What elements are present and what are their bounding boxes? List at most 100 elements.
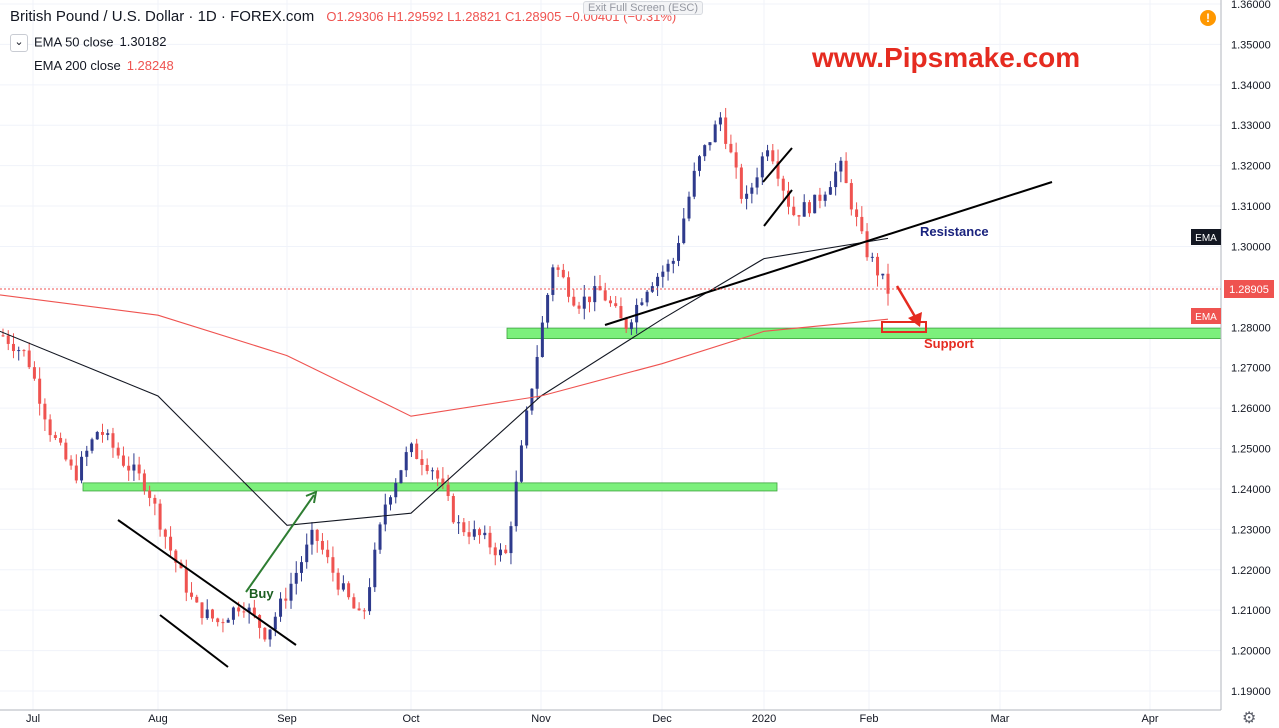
ema50-legend[interactable]: ⌄ EMA 50 close 1.30182 bbox=[10, 34, 167, 52]
ema200-value: 1.28248 bbox=[126, 58, 174, 73]
ema200-legend[interactable]: EMA 200 close 1.28248 bbox=[34, 58, 174, 73]
price-tick-label: 1.23000 bbox=[1231, 524, 1271, 536]
candle-body bbox=[116, 447, 120, 456]
candle-body bbox=[132, 464, 136, 471]
price-tick-label: 1.30000 bbox=[1231, 241, 1271, 253]
candle-body bbox=[881, 273, 885, 276]
price-tick-label: 1.35000 bbox=[1231, 39, 1271, 51]
candle-body bbox=[635, 304, 639, 323]
candle-body bbox=[729, 143, 733, 153]
time-tick-label: Mar bbox=[991, 713, 1010, 725]
candle-body bbox=[629, 322, 633, 330]
candle-body bbox=[561, 269, 565, 278]
candle-body bbox=[514, 481, 518, 527]
candle-body bbox=[404, 452, 408, 471]
price-tick-label: 1.20000 bbox=[1231, 646, 1271, 658]
candle-body bbox=[430, 470, 434, 472]
target-box bbox=[881, 321, 927, 333]
candle-body bbox=[294, 572, 298, 584]
candle-body bbox=[237, 607, 241, 612]
price-tick-label: 1.22000 bbox=[1231, 565, 1271, 577]
candle-body bbox=[535, 356, 539, 389]
trendline bbox=[159, 614, 229, 668]
candle-body bbox=[687, 196, 691, 219]
candle-body bbox=[457, 522, 461, 524]
price-tick-label: 1.32000 bbox=[1231, 161, 1271, 173]
candle-body bbox=[436, 470, 440, 479]
candle-body bbox=[362, 610, 366, 612]
candle-body bbox=[242, 611, 246, 613]
candle-body bbox=[624, 318, 628, 330]
candle-body bbox=[766, 150, 770, 157]
candle-body bbox=[451, 496, 455, 523]
candle-body bbox=[74, 465, 78, 481]
candle-body bbox=[870, 256, 874, 258]
candle-body bbox=[692, 170, 696, 197]
collapse-legend-icon[interactable]: ⌄ bbox=[10, 34, 28, 52]
candle-body bbox=[17, 350, 21, 352]
alert-icon[interactable]: ! bbox=[1200, 10, 1216, 26]
candle-body bbox=[813, 194, 817, 214]
candle-body bbox=[828, 187, 832, 195]
support-label: Support bbox=[924, 336, 974, 351]
candle-body bbox=[483, 532, 487, 536]
gear-icon[interactable]: ⚙ bbox=[1242, 710, 1257, 727]
candle-body bbox=[100, 431, 104, 435]
candle-body bbox=[64, 442, 68, 460]
candle-body bbox=[865, 231, 869, 258]
ema50-value: 1.30182 bbox=[119, 34, 167, 50]
time-tick-label: Nov bbox=[531, 713, 551, 725]
candle-body bbox=[614, 303, 618, 307]
target-arrow-line bbox=[895, 285, 919, 321]
candle-body bbox=[697, 156, 701, 171]
candle-body bbox=[844, 160, 848, 184]
candle-body bbox=[174, 550, 178, 563]
trendline bbox=[762, 147, 793, 183]
candle-body bbox=[603, 290, 607, 301]
time-tick-label: 2020 bbox=[752, 713, 776, 725]
price-tick-label: 1.28000 bbox=[1231, 322, 1271, 334]
candle-body bbox=[718, 117, 722, 125]
time-tick-label: Jul bbox=[26, 713, 40, 725]
trendline bbox=[117, 519, 297, 646]
price-tick-label: 1.24000 bbox=[1231, 484, 1271, 496]
candle-body bbox=[279, 598, 283, 617]
candle-body bbox=[739, 167, 743, 199]
candle-body bbox=[184, 568, 188, 593]
candle-body bbox=[876, 256, 880, 276]
candle-body bbox=[781, 178, 785, 191]
candle-body bbox=[530, 388, 534, 411]
candle-body bbox=[556, 267, 560, 270]
time-tick-label: Oct bbox=[402, 713, 419, 725]
candle-body bbox=[268, 629, 272, 640]
candle-body bbox=[493, 547, 497, 556]
candle-body bbox=[27, 350, 31, 368]
ema200-tag: EMA bbox=[1195, 312, 1217, 323]
candle-body bbox=[32, 367, 36, 379]
exit-fullscreen-button[interactable]: Exit Full Screen (ESC) bbox=[583, 1, 704, 15]
candle-body bbox=[441, 478, 445, 485]
candle-body bbox=[148, 490, 152, 498]
candle-body bbox=[656, 276, 660, 287]
ema50-tag: EMA bbox=[1195, 233, 1217, 244]
candle-body bbox=[389, 497, 393, 505]
candle-body bbox=[582, 296, 586, 309]
candle-body bbox=[446, 484, 450, 497]
candle-body bbox=[169, 536, 173, 551]
candle-body bbox=[210, 609, 214, 619]
candle-body bbox=[247, 607, 251, 613]
zones bbox=[82, 327, 1222, 492]
candle-body bbox=[315, 529, 319, 541]
price-tick-label: 1.33000 bbox=[1231, 120, 1271, 132]
candle-body bbox=[195, 596, 199, 603]
candle-body bbox=[1, 335, 5, 337]
candle-body bbox=[22, 350, 26, 352]
candle-body bbox=[498, 549, 502, 556]
candle-body bbox=[163, 529, 167, 537]
candle-body bbox=[48, 419, 52, 436]
candle-body bbox=[661, 271, 665, 277]
candle-body bbox=[666, 263, 670, 272]
candle-body bbox=[299, 562, 303, 573]
candle-body bbox=[472, 529, 476, 537]
